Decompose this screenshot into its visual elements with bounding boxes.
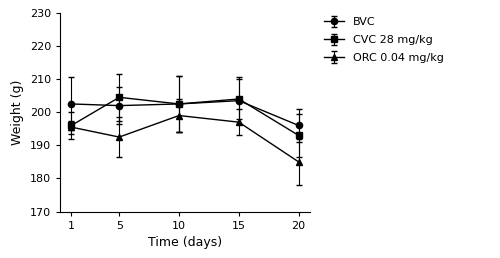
Y-axis label: Weight (g): Weight (g): [11, 79, 24, 145]
X-axis label: Time (days): Time (days): [148, 236, 222, 249]
Legend: BVC, CVC 28 mg/kg, ORC 0.04 mg/kg: BVC, CVC 28 mg/kg, ORC 0.04 mg/kg: [320, 13, 448, 67]
